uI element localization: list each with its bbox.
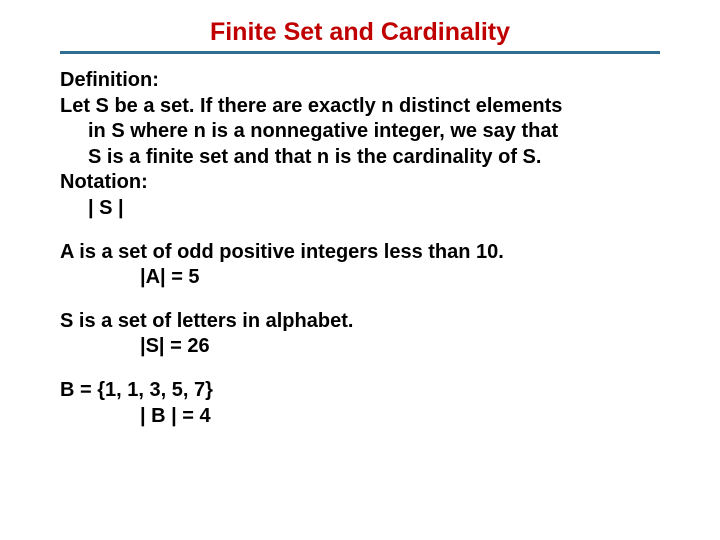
example-2-line: S is a set of letters in alphabet. — [60, 309, 660, 335]
example-3-line: B = {1, 1, 3, 5, 7} — [60, 378, 660, 404]
spacer — [60, 360, 660, 378]
divider-rule — [60, 51, 660, 54]
definition-label: Definition: — [60, 68, 660, 94]
slide-body: Definition: Let S be a set. If there are… — [60, 68, 660, 429]
definition-line-2: in S where n is a nonnegative integer, w… — [60, 119, 660, 145]
slide: Finite Set and Cardinality Definition: L… — [0, 0, 720, 540]
example-1-line: A is a set of odd positive integers less… — [60, 240, 660, 266]
notation-label: Notation: — [60, 170, 660, 196]
definition-line-1: Let S be a set. If there are exactly n d… — [60, 94, 660, 120]
example-1-value: |A| = 5 — [60, 265, 660, 291]
example-2-value: |S| = 26 — [60, 334, 660, 360]
spacer — [60, 291, 660, 309]
slide-title: Finite Set and Cardinality — [60, 18, 660, 47]
example-3-value: | B | = 4 — [60, 404, 660, 430]
spacer — [60, 222, 660, 240]
definition-line-3: S is a finite set and that n is the card… — [60, 145, 660, 171]
notation-value: | S | — [60, 196, 660, 222]
